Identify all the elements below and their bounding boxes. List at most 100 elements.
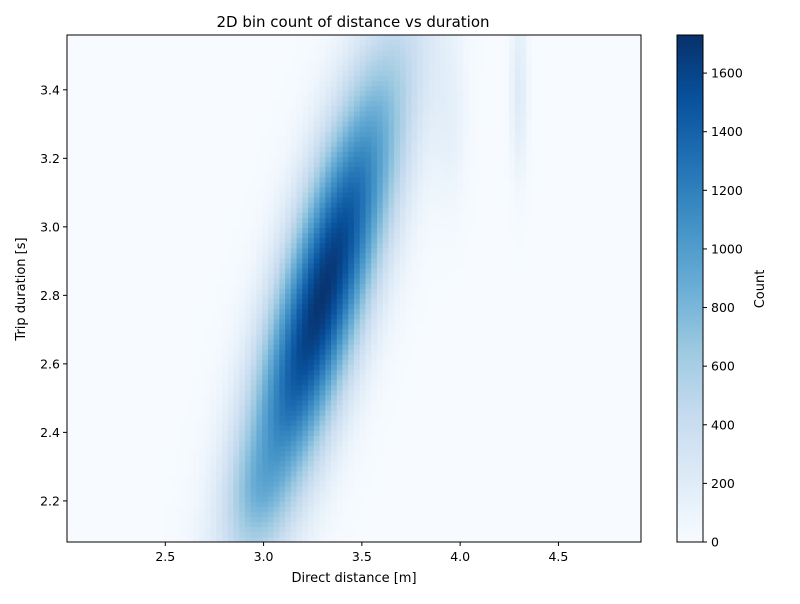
heatmap-cell [67,359,73,364]
heatmap-cell [182,390,188,395]
heatmap-cell [285,106,291,111]
heatmap-cell [90,192,96,197]
heatmap-cell [84,40,90,45]
heatmap-cell [348,65,354,70]
heatmap-cell [119,527,125,532]
heatmap-cell [136,147,142,152]
heatmap-cell [314,461,320,466]
heatmap-cell [188,96,194,101]
heatmap-cell [101,359,107,364]
heatmap-cell [147,182,153,187]
heatmap-cell [78,111,84,116]
heatmap-cell [153,76,159,81]
heatmap-cell [78,507,84,512]
heatmap-cell [153,375,159,380]
heatmap-cell [124,121,130,126]
heatmap-cell [211,187,217,192]
heatmap-cell [107,233,113,238]
heatmap-cell [239,430,245,435]
heatmap-cell [182,425,188,430]
heatmap-cell [193,121,199,126]
heatmap-cell [73,228,79,233]
heatmap-cell [233,339,239,344]
heatmap-cell [193,466,199,471]
heatmap-cell [274,228,280,233]
heatmap-cell [331,228,337,233]
heatmap-cell [211,486,217,491]
heatmap-cell [331,218,337,223]
heatmap-cell [211,334,217,339]
heatmap-cell [107,238,113,243]
heatmap-cell [205,496,211,501]
heatmap-cell [130,65,136,70]
heatmap-cell [170,501,176,506]
heatmap-cell [142,228,148,233]
heatmap-cell [147,141,153,146]
heatmap-cell [256,238,262,243]
heatmap-cell [136,446,142,451]
heatmap-cell [90,512,96,517]
heatmap-cell [228,334,234,339]
heatmap-cell [302,527,308,532]
heatmap-cell [124,238,130,243]
heatmap-cell [222,304,228,309]
heatmap-cell [193,152,199,157]
heatmap-cell [233,527,239,532]
heatmap-cell [96,425,102,430]
heatmap-cell [182,441,188,446]
heatmap-cell [113,126,119,131]
heatmap-cell [302,400,308,405]
heatmap-cell [96,349,102,354]
heatmap-cell [285,380,291,385]
heatmap-cell [302,258,308,263]
heatmap-cell [188,212,194,217]
heatmap-cell [142,177,148,182]
heatmap-cell [124,278,130,283]
heatmap-cell [193,415,199,420]
heatmap-cell [107,289,113,294]
heatmap-cell [211,451,217,456]
heatmap-cell [279,141,285,146]
heatmap-cell [205,111,211,116]
heatmap-cell [188,390,194,395]
heatmap-cell [101,522,107,527]
heatmap-cell [119,268,125,273]
heatmap-cell [302,461,308,466]
heatmap-cell [291,522,297,527]
heatmap-cell [279,172,285,177]
heatmap-cell [279,111,285,116]
heatmap-cell [67,491,73,496]
heatmap-cell [320,253,326,258]
heatmap-cell [251,162,257,167]
heatmap-cell [228,410,234,415]
heatmap-cell [228,177,234,182]
heatmap-cell [188,40,194,45]
heatmap-cell [302,147,308,152]
heatmap-cell [182,278,188,283]
heatmap-cell [239,507,245,512]
heatmap-cell [285,40,291,45]
heatmap-cell [251,375,257,380]
heatmap-cell [343,197,349,202]
heatmap-cell [78,349,84,354]
heatmap-cell [245,96,251,101]
heatmap-cell [84,430,90,435]
heatmap-cell [343,522,349,527]
heatmap-cell [274,167,280,172]
heatmap-cell [233,390,239,395]
heatmap-cell [136,344,142,349]
heatmap-cell [239,278,245,283]
heatmap-cell [308,456,314,461]
heatmap-cell [170,446,176,451]
heatmap-cell [101,218,107,223]
heatmap-cell [245,339,251,344]
heatmap-cell [228,212,234,217]
heatmap-cell [343,481,349,486]
heatmap-cell [153,476,159,481]
heatmap-cell [78,45,84,50]
heatmap-cell [239,349,245,354]
heatmap-cell [343,309,349,314]
heatmap-cell [119,324,125,329]
heatmap-cell [176,177,182,182]
heatmap-cell [205,253,211,258]
